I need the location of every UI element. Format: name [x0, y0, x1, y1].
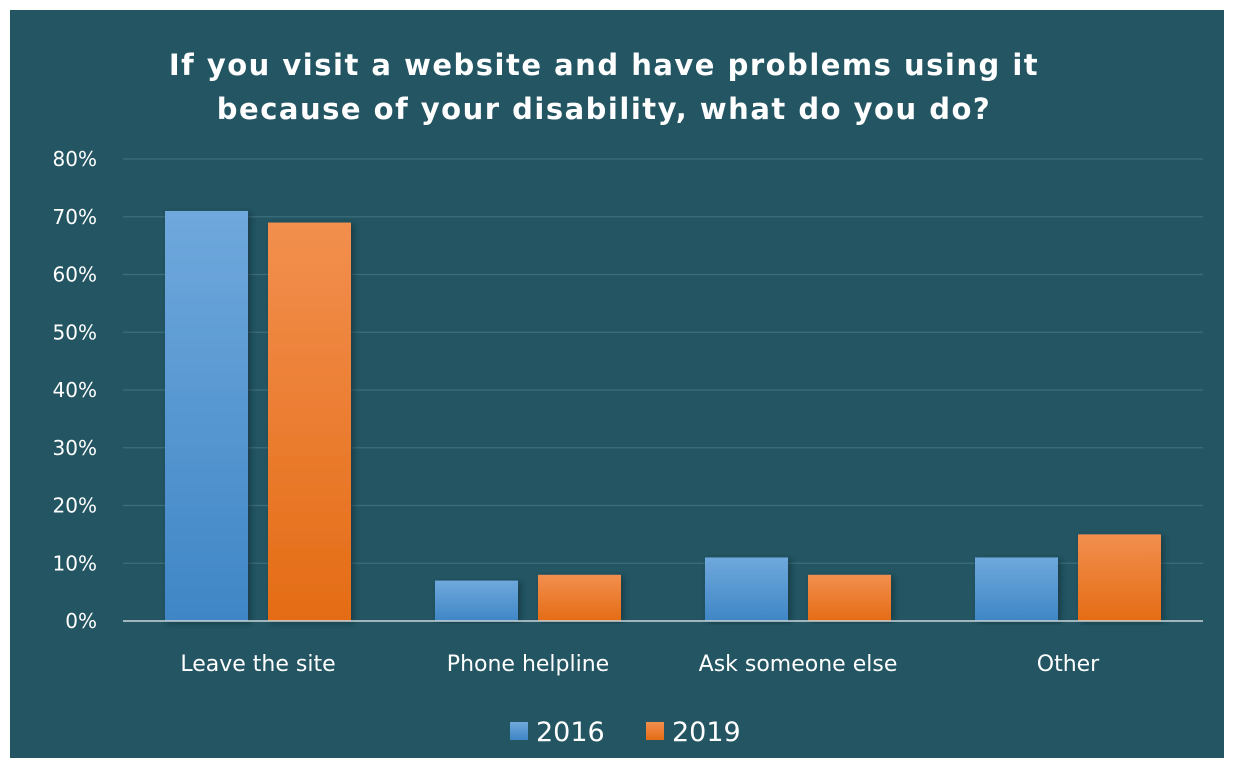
legend: 2016 2019: [510, 717, 741, 748]
chart-title-line-1: If you visit a website and have problems…: [169, 48, 1039, 82]
bar-2016-leave-the-site: [165, 210, 248, 621]
bar-2019-leave-the-site: [268, 222, 351, 621]
bar-2016-phone-helpline: [435, 580, 518, 621]
legend-label-2019: 2019: [672, 717, 741, 748]
legend-label-2016: 2016: [536, 717, 605, 748]
x-category-label: Phone helpline: [447, 652, 609, 677]
bar-2016-other: [975, 557, 1058, 621]
y-tick-label: 30%: [53, 436, 97, 460]
y-tick-label: 10%: [53, 551, 97, 575]
x-category-label: Other: [1037, 652, 1100, 677]
bar-2019-phone-helpline: [538, 574, 621, 621]
y-tick-label: 60%: [53, 263, 97, 287]
y-tick-label: 40%: [53, 378, 97, 402]
x-axis-category-labels: Leave the site Phone helpline Ask someone …: [180, 652, 1100, 677]
bars: [165, 210, 1161, 621]
x-category-label: Leave the site: [180, 652, 335, 677]
y-tick-label: 0%: [65, 609, 97, 633]
y-tick-label: 70%: [53, 205, 97, 229]
y-tick-label: 20%: [53, 494, 97, 518]
y-axis-tick-labels: 0% 10% 20% 30% 40% 50% 60% 70% 80%: [53, 147, 97, 633]
y-tick-label: 50%: [53, 320, 97, 344]
legend-swatch-2016: [510, 722, 528, 740]
bar-2016-ask-someone-else: [705, 557, 788, 621]
chart-title-line-2: because of your disability, what do you …: [217, 92, 991, 126]
bar-2019-ask-someone-else: [808, 574, 891, 621]
y-tick-label: 80%: [53, 147, 97, 171]
bar-2019-other: [1078, 534, 1161, 621]
legend-swatch-2019: [646, 722, 664, 740]
x-category-label: Ask someone else: [699, 652, 898, 677]
